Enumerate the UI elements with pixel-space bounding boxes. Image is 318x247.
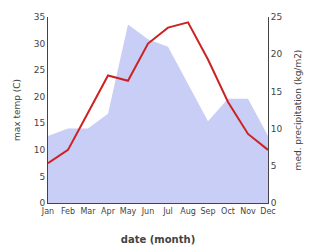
svg-text:Feb: Feb: [61, 207, 75, 216]
svg-text:Mar: Mar: [80, 207, 96, 216]
svg-text:Oct: Oct: [221, 207, 235, 216]
svg-text:30: 30: [34, 39, 46, 49]
svg-text:date (month): date (month): [121, 234, 195, 245]
svg-text:20: 20: [271, 49, 283, 59]
svg-text:0: 0: [271, 198, 277, 208]
svg-text:25: 25: [34, 65, 45, 75]
svg-text:15: 15: [271, 87, 282, 97]
svg-text:med. precipitation (kg/m2): med. precipitation (kg/m2): [293, 50, 303, 171]
svg-text:15: 15: [34, 118, 45, 128]
svg-text:25: 25: [271, 12, 282, 22]
svg-text:Sep: Sep: [200, 207, 215, 216]
svg-text:Dec: Dec: [260, 207, 275, 216]
svg-text:max temp (C): max temp (C): [12, 79, 22, 141]
svg-text:10: 10: [34, 145, 46, 155]
svg-text:Aug: Aug: [180, 207, 196, 216]
svg-text:Jul: Jul: [162, 207, 173, 216]
svg-text:5: 5: [271, 161, 277, 171]
svg-text:Nov: Nov: [240, 207, 256, 216]
svg-text:Jan: Jan: [41, 207, 54, 216]
svg-text:May: May: [120, 207, 137, 216]
svg-text:5: 5: [39, 172, 45, 182]
svg-text:10: 10: [271, 124, 283, 134]
svg-text:Jun: Jun: [141, 207, 155, 216]
svg-text:20: 20: [34, 92, 46, 102]
svg-text:35: 35: [34, 12, 45, 22]
svg-text:0: 0: [39, 198, 45, 208]
svg-text:Apr: Apr: [101, 207, 116, 216]
